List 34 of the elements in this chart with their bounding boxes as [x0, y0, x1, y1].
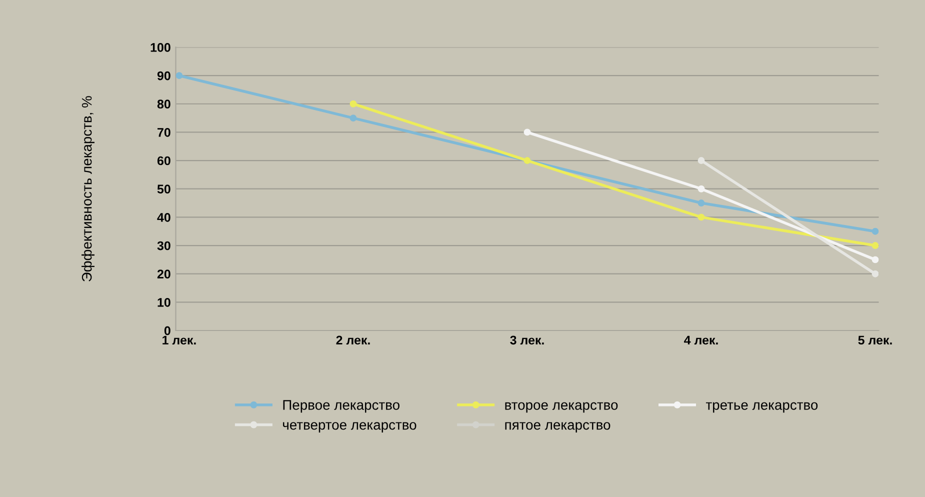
x-tick-label: 2 лек. — [336, 336, 370, 345]
y-tick-label: 80 — [157, 100, 170, 109]
point — [872, 242, 879, 249]
legend-label: Первое лекарство — [283, 400, 400, 413]
legend-label: четвертое лекарство — [282, 422, 416, 432]
point — [698, 214, 705, 221]
x-tick-label: 5 лек. — [858, 336, 892, 345]
x-tick-label: 1 лек. — [162, 336, 196, 345]
y-tick-label: 0 — [164, 326, 170, 336]
legend-label: пятое лекарство — [505, 422, 610, 432]
legend-label: третье лекарство — [706, 402, 818, 413]
y-tick-label: 50 — [157, 184, 170, 194]
point — [524, 128, 531, 136]
x-tick-label: 4 лек. — [684, 336, 718, 345]
x-tick-label: 3 лек. — [510, 336, 544, 345]
y-tick-label: 100 — [150, 43, 170, 52]
point — [698, 185, 705, 192]
y-tick-label: 60 — [157, 156, 170, 166]
point — [872, 256, 879, 264]
y-tick-label: 90 — [157, 71, 170, 80]
point — [872, 270, 879, 278]
legend-label: второе лекарство — [505, 402, 618, 413]
y-tick-label: 70 — [158, 128, 170, 137]
y-tick-label: 10 — [158, 298, 170, 307]
y-tick-label: 40 — [157, 212, 170, 222]
y-axis-title: Эффективность лекарств, % — [82, 96, 94, 282]
point — [350, 114, 357, 122]
point — [350, 100, 357, 108]
y-tick-label: 30 — [157, 241, 170, 250]
point — [872, 228, 879, 235]
point — [698, 157, 705, 164]
point — [176, 72, 183, 80]
y-tick-label: 20 — [157, 270, 170, 278]
point — [698, 200, 705, 206]
